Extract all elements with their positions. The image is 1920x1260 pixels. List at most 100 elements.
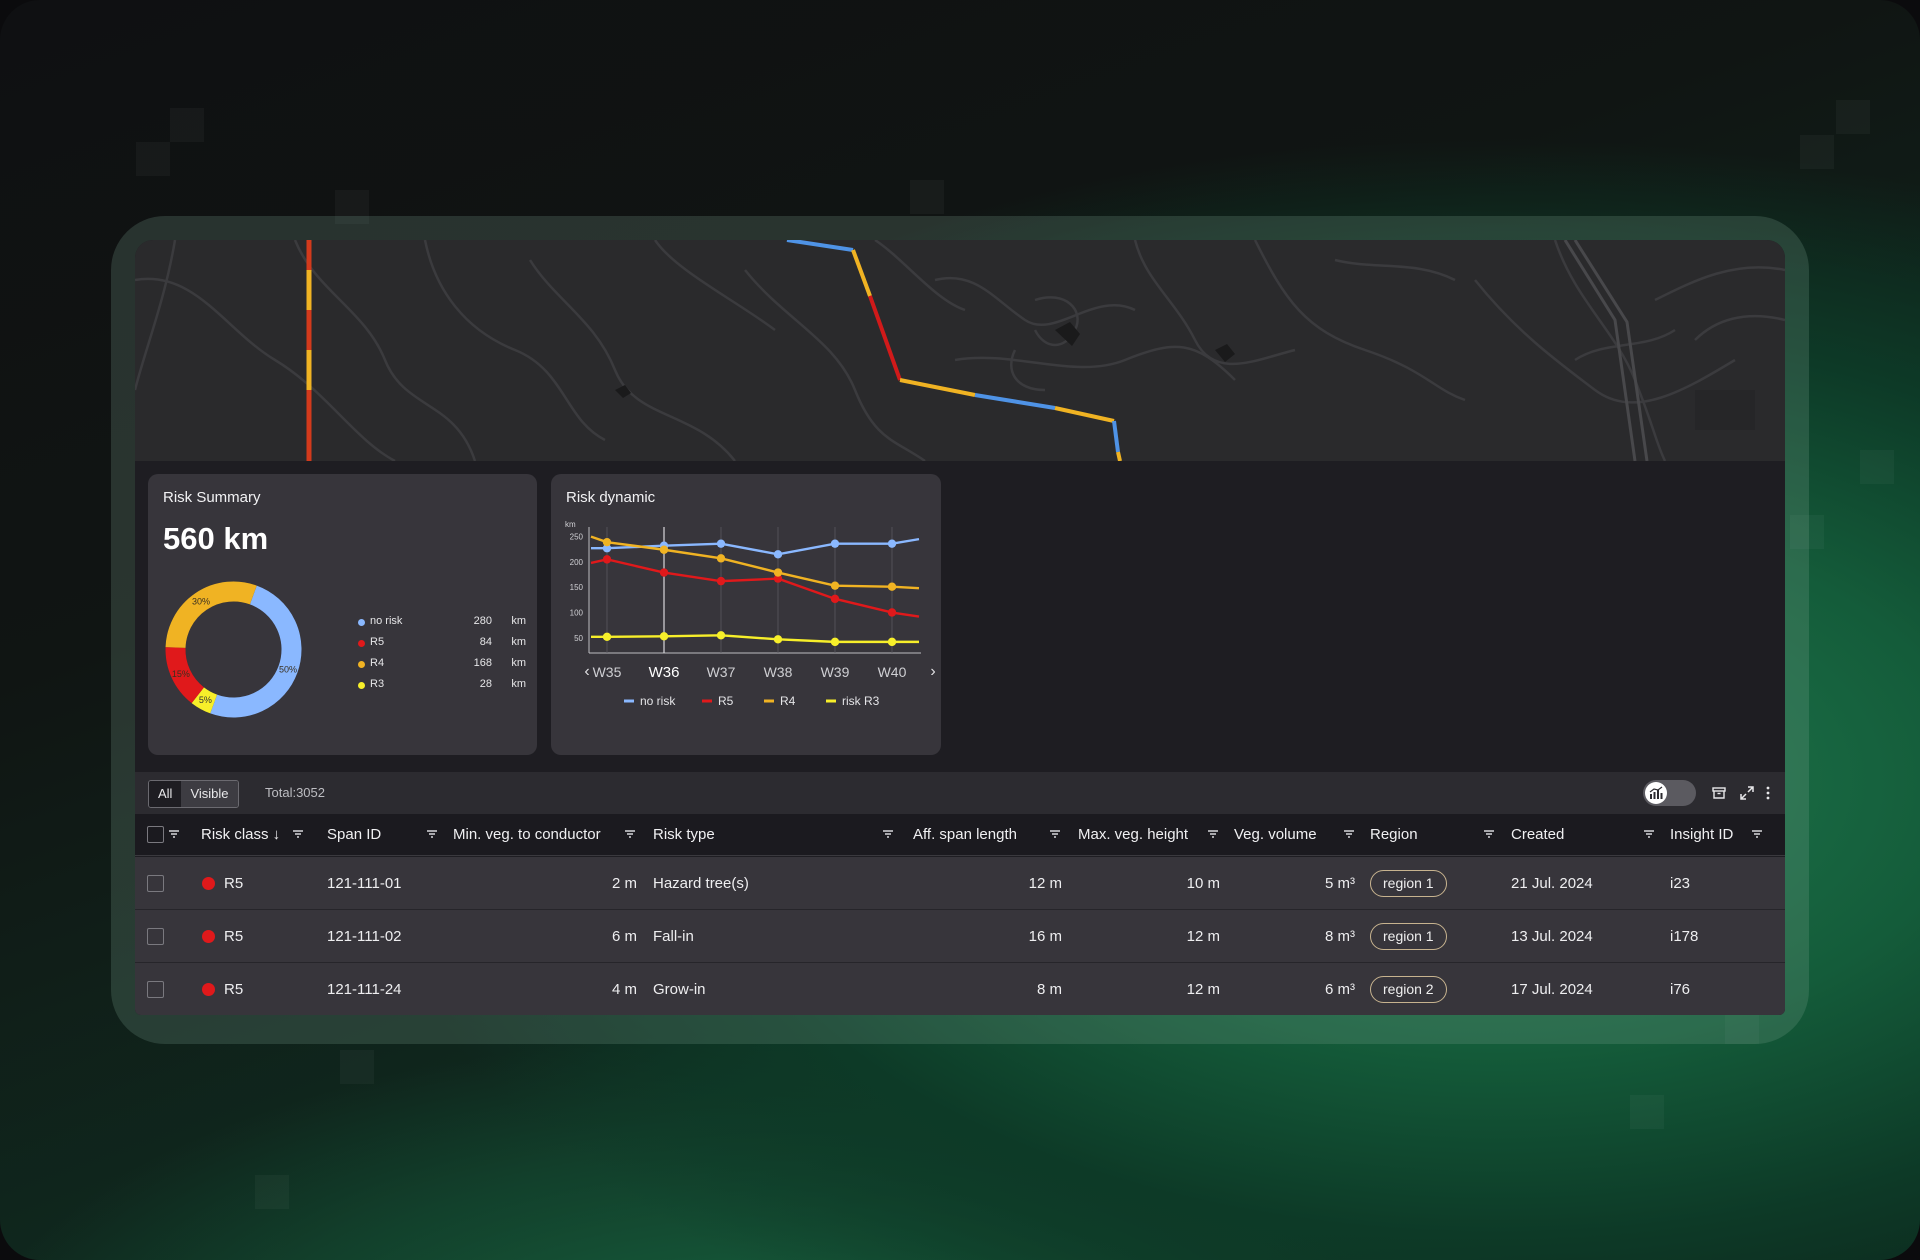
cell-risk-type: Grow-in [653, 981, 706, 998]
decor-pixel [136, 142, 170, 176]
legend-unit: km [511, 678, 526, 690]
col-created[interactable]: Created [1511, 826, 1565, 843]
more-options-icon[interactable] [1759, 784, 1777, 802]
legend-row: R3 28 km [358, 677, 526, 698]
legend-label: R5 [718, 694, 734, 708]
donut-slice-R5 [165, 647, 205, 704]
risk-indicator-dot [202, 930, 215, 943]
expand-icon[interactable] [1738, 784, 1756, 802]
cell-insight-id: i76 [1670, 981, 1691, 998]
col-risk-class[interactable]: Risk class ↓ [201, 826, 281, 843]
col-max-veg[interactable]: Max. veg. height [1078, 826, 1189, 843]
filter-icon[interactable] [291, 827, 305, 841]
data-point [830, 594, 840, 604]
filter-all-button[interactable]: All [149, 781, 182, 807]
filter-icon[interactable] [1342, 827, 1356, 841]
risk-summary-card: Risk Summary 560 km 50% 5% 15% 30% no risk … [148, 474, 537, 755]
chart-icon [1649, 786, 1663, 799]
legend-name: R5 [370, 636, 385, 648]
donut-label: 30% [192, 596, 210, 606]
series-line-R4 [590, 535, 920, 590]
cell-span-id: 121-111-01 [327, 875, 402, 892]
col-aff-span[interactable]: Aff. span length [913, 826, 1017, 843]
donut-label: 15% [172, 669, 190, 679]
decor-pixel [1860, 450, 1894, 484]
risk-dynamic-line-chart: km 50 100 150 200 250 W35 W36 W37 W38 W39 W40 ‹ › no r… [565, 520, 936, 708]
donut-slice-R4 [165, 581, 257, 649]
row-checkbox[interactable] [147, 981, 164, 998]
col-veg-volume[interactable]: Veg. volume [1234, 826, 1317, 843]
map-view[interactable] [135, 240, 1785, 461]
decor-pixel [170, 108, 204, 142]
risk-indicator-dot [202, 877, 215, 890]
data-point [887, 539, 897, 548]
legend-dot [358, 619, 365, 626]
filter-icon[interactable] [881, 827, 895, 841]
decor-pixel [1836, 100, 1870, 134]
filter-icon[interactable] [623, 827, 637, 841]
data-point [659, 545, 669, 554]
filter-icon[interactable] [167, 827, 181, 841]
decor-pixel [1800, 135, 1834, 169]
legend-row: no risk 280 km [358, 614, 526, 635]
data-point [716, 554, 726, 563]
x-tick-label: W38 [764, 664, 793, 680]
legend-name: no risk [370, 615, 403, 627]
row-checkbox[interactable] [147, 928, 164, 945]
chart-view-toggle[interactable] [1643, 780, 1696, 806]
x-tick-label: W35 [593, 664, 622, 680]
row-checkbox[interactable] [147, 875, 164, 892]
filter-icon[interactable] [1750, 827, 1764, 841]
legend-label: risk R3 [842, 694, 880, 708]
risk-indicator-dot [202, 983, 215, 996]
filter-icon[interactable] [1206, 827, 1220, 841]
legend-row: R4 168 km [358, 656, 526, 677]
filter-icon[interactable] [1642, 827, 1656, 841]
cell-max-veg: 12 m [1186, 928, 1220, 945]
y-tick-label: 150 [570, 583, 584, 592]
legend-value: 28 [479, 678, 492, 690]
data-point [602, 632, 612, 642]
data-point [773, 635, 783, 644]
donut-label: 5% [199, 695, 212, 705]
legend-row: R5 84 km [358, 635, 526, 656]
filter-icon[interactable] [1048, 827, 1062, 841]
cell-aff-span: 12 m [1028, 875, 1062, 892]
cell-risk-class: R5 [224, 875, 244, 892]
prev-week-icon[interactable]: ‹ [584, 663, 589, 680]
region-badge: region 1 [1370, 870, 1447, 897]
decor-pixel [910, 180, 944, 214]
filter-icon[interactable] [425, 827, 439, 841]
legend-label: R4 [780, 694, 796, 708]
legend-name: R3 [370, 678, 385, 690]
col-region[interactable]: Region [1370, 826, 1418, 843]
view-filter-segment: All Visible [148, 780, 239, 808]
col-span-id[interactable]: Span ID [327, 826, 382, 843]
filter-icon[interactable] [1482, 827, 1496, 841]
legend-dot [358, 640, 365, 647]
legend-unit: km [511, 657, 526, 669]
filter-visible-button[interactable]: Visible [181, 781, 238, 807]
data-point [830, 581, 840, 590]
col-min-veg[interactable]: Min. veg. to conductor [453, 826, 601, 843]
x-tick-label: W39 [821, 664, 850, 680]
col-risk-type[interactable]: Risk type [653, 826, 715, 843]
donut-label: 50% [279, 664, 297, 674]
risk-summary-legend: no risk 280 km R5 84 km R4 168 km [358, 614, 526, 698]
table-row[interactable]: R5 121-111-02 6 m Fall-in 16 m 12 m 8 m³… [135, 910, 1785, 963]
cell-max-veg: 10 m [1186, 875, 1220, 892]
cell-veg-volume: 8 m³ [1325, 928, 1355, 945]
select-all-checkbox[interactable] [147, 826, 164, 843]
legend-label: no risk [640, 694, 676, 708]
table-row[interactable]: R5 121-111-24 4 m Grow-in 8 m 12 m 6 m³ … [135, 963, 1785, 1015]
col-insight-id[interactable]: Insight ID [1670, 826, 1734, 843]
archive-icon[interactable] [1710, 784, 1728, 802]
cell-risk-class: R5 [224, 928, 244, 945]
data-point [773, 550, 783, 559]
next-week-icon[interactable]: › [930, 663, 935, 680]
cell-created: 17 Jul. 2024 [1511, 981, 1593, 998]
app-window: Risk Summary 560 km 50% 5% 15% 30% no risk … [135, 240, 1785, 1015]
cell-insight-id: i23 [1670, 875, 1691, 892]
x-tick-label: W40 [878, 664, 907, 680]
table-row[interactable]: R5 121-111-01 2 m Hazard tree(s) 12 m 10… [135, 857, 1785, 910]
